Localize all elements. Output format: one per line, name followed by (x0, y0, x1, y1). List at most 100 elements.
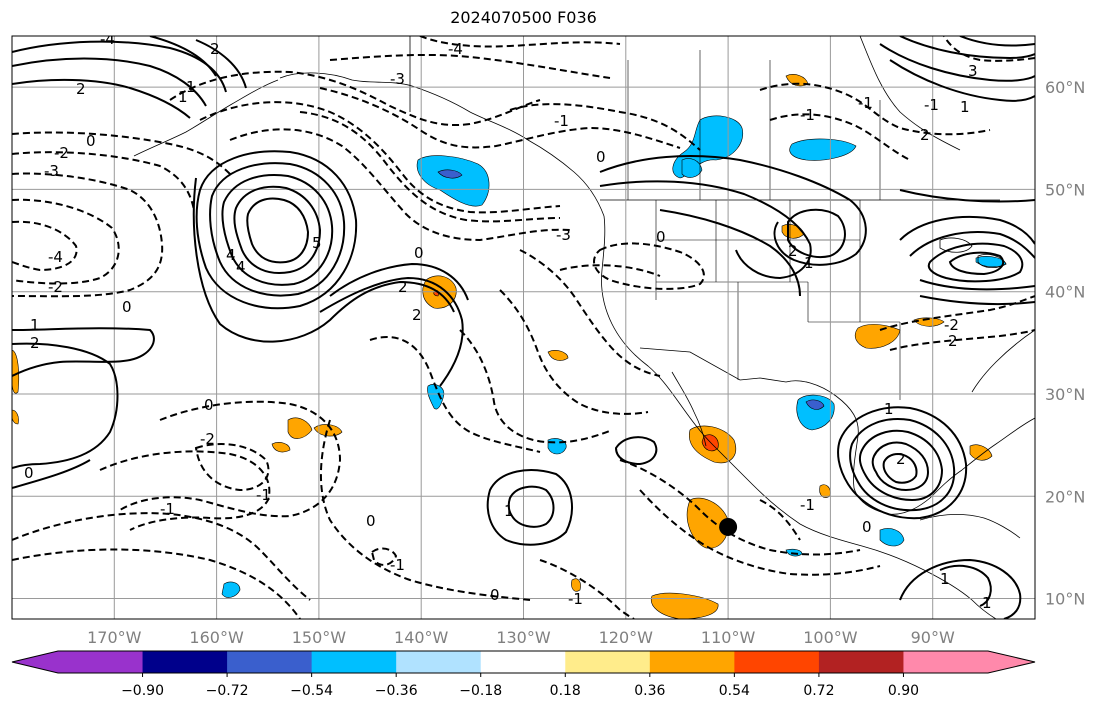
shade-patch (701, 434, 719, 452)
contour-label: 4 (236, 258, 246, 276)
contour-label: 1 (884, 400, 894, 418)
contour-label: 1 (960, 98, 970, 116)
longitude-tick-labels: 170°W 160°W 150°W 140°W 130°W 120°W 110°W 100°W… (87, 628, 955, 647)
contour-line (787, 208, 846, 258)
contour-line (879, 295, 1035, 331)
contour-label: 0 (596, 148, 606, 166)
latitude-tick-label: 60°N (1045, 78, 1085, 97)
shade-patch (681, 158, 703, 178)
contour-line (882, 453, 918, 484)
border-states (655, 200, 901, 400)
colorbar-tick-label: 0.72 (803, 683, 834, 699)
contour-label: -3 (44, 162, 59, 180)
contour-line (858, 429, 944, 502)
contour-label: -1 (800, 106, 815, 124)
contour-line (194, 443, 270, 492)
contour-label: -1 (256, 486, 271, 504)
shade-patch (437, 169, 463, 179)
contour-line (195, 39, 247, 89)
colorbar-tick-label: 0.36 (634, 683, 665, 699)
latitude-tick-labels: 60°N 50°N 40°N 30°N 20°N 10°N (1045, 78, 1085, 608)
contour-line (499, 289, 649, 415)
contour-line (169, 70, 541, 127)
solid-contour-layer (12, 36, 1035, 619)
contour-label: 5 (312, 234, 322, 252)
contour-line (12, 172, 164, 298)
contour-line (12, 57, 207, 107)
coastline-baja (671, 371, 707, 447)
contour-line (329, 262, 469, 301)
coastline-east (971, 329, 1035, 393)
colorbar-tick-label: −0.36 (375, 683, 418, 699)
gridlines (12, 36, 1035, 619)
contour-label: -2 (944, 316, 959, 334)
contour-label: 3 (968, 62, 978, 80)
contour-label: 2 (920, 126, 930, 144)
contour-label: 0 (656, 228, 666, 246)
contour-line (919, 279, 1035, 291)
colorbar-extend-max (988, 651, 1035, 673)
latitude-tick-label: 10°N (1045, 590, 1085, 609)
contour-line (12, 342, 119, 469)
contour-label: -1 (924, 96, 939, 114)
contour-line (192, 177, 455, 343)
contour-label: -1 (160, 500, 175, 518)
contour-line (899, 215, 1035, 245)
contour-label: -2 (48, 278, 63, 296)
coastline-gulf (785, 380, 963, 515)
contour-line (195, 150, 358, 310)
contour-line (319, 419, 531, 601)
contour-line (419, 36, 621, 48)
contour-line (119, 400, 342, 518)
contour-line (559, 264, 661, 277)
colorbar-tick-label: −0.54 (290, 683, 333, 699)
colorbar-outline (11, 650, 1036, 674)
shade-patch (913, 317, 945, 327)
contour-line (233, 185, 322, 274)
map-title: 2024070500 F036 (450, 8, 597, 27)
contour-line (459, 329, 613, 444)
contour-line (759, 82, 991, 136)
contour-line (959, 36, 1035, 47)
contour-line (899, 36, 1035, 60)
contour-label: 2 (948, 332, 958, 350)
shade-patch (547, 438, 567, 455)
contour-line (593, 242, 705, 290)
contour-line (229, 128, 571, 242)
contour-label-layer: -4 -3 -2 -1 0 -4 -3 -2 -1 0 -1 -2 -1 0 -… (24, 30, 992, 612)
contour-line (370, 547, 398, 566)
contour-line (943, 36, 1035, 62)
contour-label: 0 (122, 298, 132, 316)
contour-line (486, 469, 573, 546)
shade-patch (571, 578, 581, 592)
contour-label: 2 (398, 278, 408, 296)
contour-line (889, 329, 1035, 351)
contour-label: 2 (30, 334, 40, 352)
shade-patch (271, 417, 343, 453)
colorbar-segment (227, 651, 313, 673)
contour-label: 1 (504, 502, 514, 520)
contour-label: -4 (100, 30, 115, 48)
latitude-tick-label: 40°N (1045, 283, 1085, 302)
contour-label: -4 (448, 40, 463, 58)
contour-label: -2 (54, 144, 69, 162)
contour-label: 2 (412, 306, 422, 324)
location-marker (719, 517, 738, 536)
shade-patch (221, 581, 241, 598)
contour-label: -1 (800, 496, 815, 514)
colorbar-tick-label: −0.72 (206, 683, 249, 699)
colorbar-tick-label: −0.18 (459, 683, 502, 699)
colorbar-tick-label: −0.90 (121, 683, 164, 699)
coastline-alaska (279, 72, 605, 217)
contour-label: 1 (940, 570, 950, 588)
longitude-tick-label: 100°W (803, 628, 858, 647)
contour-line (539, 559, 635, 619)
shade-patch (789, 138, 857, 161)
contour-line (849, 418, 956, 512)
shade-patch (796, 394, 835, 431)
contour-label: 1 (178, 88, 188, 106)
contour-label: 0 (414, 244, 424, 262)
contour-label: 1 (982, 594, 992, 612)
contour-line (99, 450, 271, 531)
contour-line (149, 36, 217, 77)
